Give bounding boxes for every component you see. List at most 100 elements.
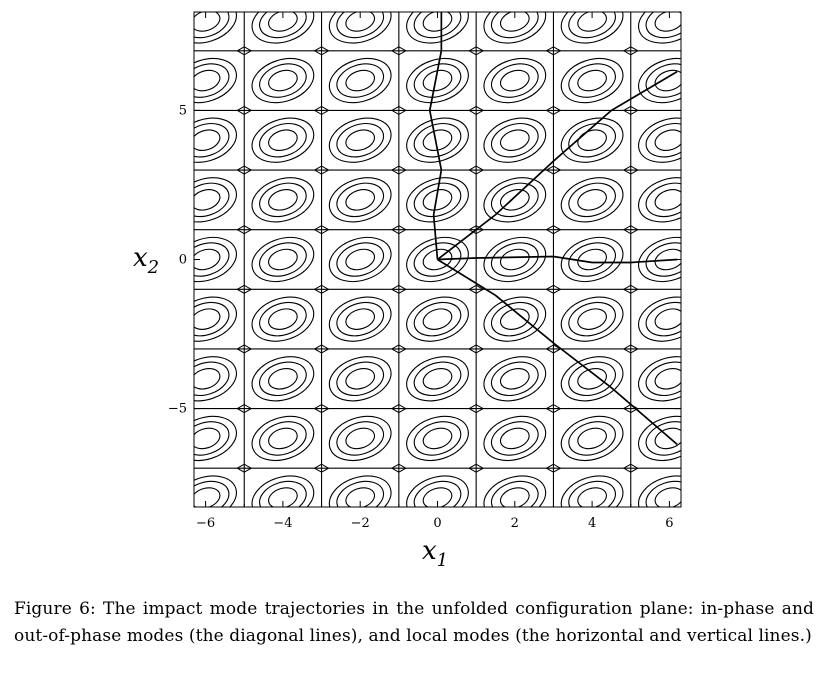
contour-ellipse [336,421,385,456]
contour-ellipse [406,57,469,104]
x-tick-label: 2 [511,516,519,531]
saddle-marker [468,404,485,414]
saddle-marker [236,463,253,473]
contour-ellipse [251,356,315,402]
contour-ellipse [194,12,237,44]
contour-ellipse [345,69,376,92]
contour-ellipse [413,182,462,218]
contour-ellipse [251,57,315,104]
contour-ellipse [268,368,298,390]
saddle-marker [236,284,253,294]
contour-ellipse [251,117,315,163]
contour-ellipse [645,480,681,507]
contour-ellipse [568,182,616,218]
contour-ellipse [483,475,547,507]
contour-ellipse [268,487,298,507]
contour-ellipse [568,242,616,277]
x-tick-label: 6 [665,516,673,531]
contour-ellipse [194,177,237,223]
saddle-marker [236,344,253,354]
contour-ellipse [638,236,681,283]
contour-ellipse [577,189,607,211]
contour-ellipse [638,415,681,462]
saddle-marker [236,225,253,235]
contour-ellipse [194,236,237,283]
contour-ellipse [490,480,539,507]
saddle-marker [236,46,253,56]
contour-ellipse [560,177,624,223]
x-tick-label: −4 [273,516,292,531]
saddle-marker [236,404,253,414]
contour-ellipse [345,427,376,450]
saddle-marker [390,225,407,235]
contour-ellipse [560,415,624,462]
contour-ellipse [194,12,230,39]
x-tick-label: 4 [588,516,596,531]
contour-ellipse [490,361,539,397]
contour-ellipse [194,57,237,104]
saddle-marker [236,105,253,115]
saddle-marker [622,344,639,354]
contour-ellipse [413,242,462,277]
contour-ellipse [499,368,530,390]
contour-ellipse [251,12,315,44]
contour-ellipse [194,129,221,151]
contour-ellipse [336,12,385,39]
contour-ellipse [645,182,681,218]
contour-ellipse [268,12,298,32]
contour-ellipse [194,301,230,337]
contour-ellipse [638,12,681,44]
contour-ellipse [345,189,376,211]
y-tick-label: 0 [179,253,187,268]
saddle-marker [468,165,485,175]
contour-ellipse [568,361,616,397]
contour-ellipse [259,63,307,98]
saddle-marker [622,404,639,414]
saddle-marker [390,344,407,354]
contour-ellipse [194,69,221,92]
contour-ellipse [194,189,221,211]
contour-ellipse [490,301,539,337]
contour-ellipse [654,427,681,450]
trajectory-diagonal [436,70,678,261]
contour-ellipse [638,356,681,402]
contour-ellipse [645,122,681,158]
saddle-marker [390,284,407,294]
contour-ellipse [345,12,376,32]
contour-ellipse [560,12,624,44]
contour-ellipse [406,415,469,462]
contour-ellipse [654,308,681,330]
contour-ellipse [645,63,681,98]
contour-ellipse [259,421,307,456]
contour-ellipse [194,415,237,462]
contour-ellipse [654,248,681,271]
contour-ellipse [345,368,376,390]
contour-ellipse [194,63,230,98]
contour-ellipse [345,248,376,271]
contour-ellipse [490,12,539,39]
contour-ellipse [328,12,392,44]
saddle-marker [545,404,562,414]
contour-ellipse [259,242,307,277]
contour-ellipse [268,189,298,211]
y-tick-label: 5 [179,103,187,118]
contour-ellipse [268,427,298,450]
contour-ellipse [336,301,385,337]
contour-ellipse [490,122,539,158]
contour-ellipse [194,356,237,402]
contour-ellipse [194,117,237,163]
contour-ellipse [645,12,681,39]
contour-ellipse [259,361,307,397]
contour-ellipse [577,69,607,92]
contour-ellipse [194,248,221,271]
saddle-marker [545,46,562,56]
contour-ellipse [251,415,315,462]
contour-ellipse [194,308,221,330]
contour-ellipse [251,296,315,342]
contour-ellipse [413,63,462,98]
trajectory-horizontal [437,255,678,264]
contour-ellipse [560,475,624,507]
contour-ellipse [194,421,230,456]
contour-ellipse [568,12,616,39]
contour-ellipse [328,177,392,223]
